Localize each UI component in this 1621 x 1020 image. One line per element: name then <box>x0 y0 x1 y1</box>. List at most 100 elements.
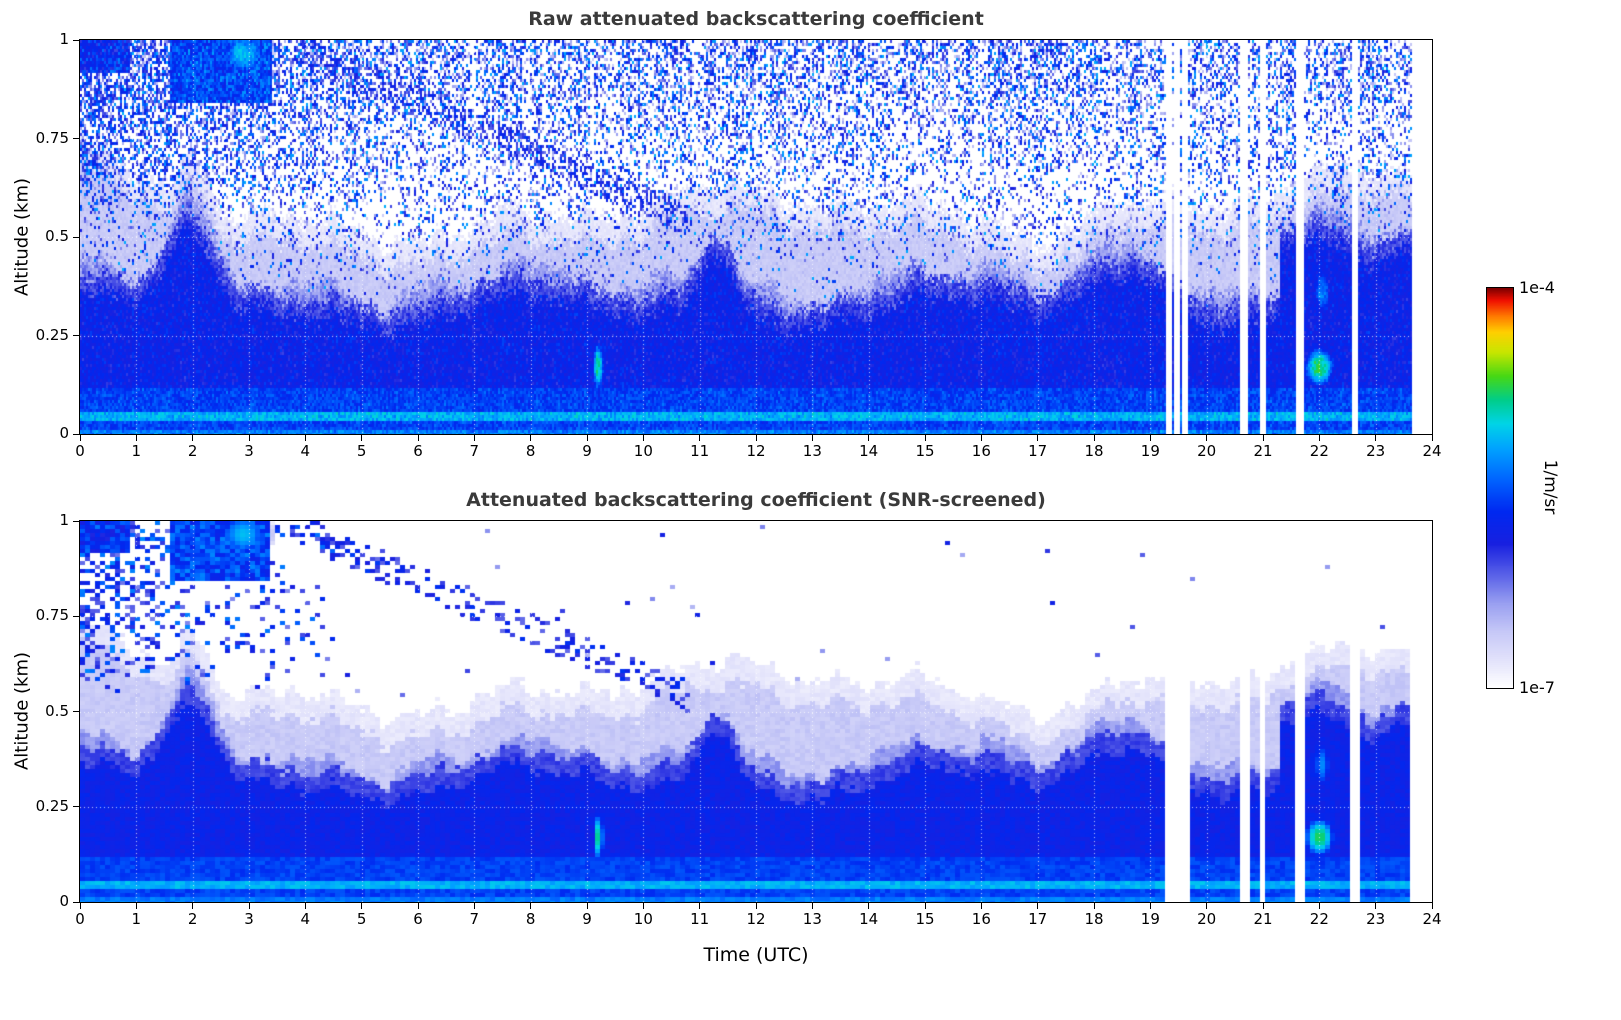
x-tick <box>699 435 701 441</box>
screened-plot-area <box>79 520 1433 903</box>
x-tick <box>586 435 588 441</box>
x-tick <box>1206 903 1208 909</box>
y-tick-label: 0.25 <box>35 796 69 815</box>
x-tick <box>642 903 644 909</box>
x-tick-label: 5 <box>356 442 367 460</box>
x-tick <box>811 903 813 909</box>
y-tick-label: 0.75 <box>35 128 69 147</box>
x-tick <box>417 903 419 909</box>
y-tick <box>73 236 79 238</box>
x-tick-label: 0 <box>75 442 85 460</box>
x-tick-label: 21 <box>1253 910 1273 928</box>
y-tick-label: 0.25 <box>35 325 69 344</box>
x-tick <box>79 435 81 441</box>
raw-plot-area <box>79 39 1433 435</box>
x-tick-label: 2 <box>187 442 198 460</box>
x-tick-label: 11 <box>690 442 710 460</box>
x-tick <box>1262 435 1264 441</box>
x-tick-label: 4 <box>300 442 311 460</box>
x-tick <box>135 903 137 909</box>
x-tick-label: 7 <box>469 910 480 928</box>
raw-plot-title: Raw attenuated backscattering coefficien… <box>528 8 984 30</box>
x-tick <box>586 903 588 909</box>
x-tick-label: 22 <box>1309 442 1329 460</box>
x-tick <box>924 435 926 441</box>
x-tick <box>361 903 363 909</box>
screened-plot-title: Attenuated backscattering coefficient (S… <box>466 489 1046 511</box>
x-tick-label: 19 <box>1140 910 1160 928</box>
x-tick-label: 23 <box>1366 910 1386 928</box>
x-tick-label: 21 <box>1253 442 1273 460</box>
x-tick <box>1375 903 1377 909</box>
y-tick-label: 0 <box>59 892 69 910</box>
x-tick <box>1037 435 1039 441</box>
x-tick-label: 1 <box>131 442 142 460</box>
y-tick-label: 0.5 <box>45 227 69 245</box>
x-tick-label: 4 <box>300 910 311 928</box>
screened-heatmap-canvas <box>80 521 1432 902</box>
y-tick <box>73 520 79 522</box>
x-tick <box>1037 903 1039 909</box>
y-tick <box>73 433 79 435</box>
y-tick <box>73 615 79 617</box>
x-tick-label: 10 <box>633 910 653 928</box>
colorbar-max-label: 1e-4 <box>1519 278 1555 297</box>
y-tick <box>73 901 79 903</box>
x-tick-label: 2 <box>187 910 198 928</box>
x-tick <box>417 435 419 441</box>
y-tick <box>73 335 79 336</box>
x-tick-label: 10 <box>633 442 653 460</box>
x-tick <box>473 903 475 909</box>
x-tick-label: 9 <box>582 442 592 460</box>
x-tick <box>924 903 926 909</box>
x-tick <box>980 903 982 909</box>
y-tick <box>73 138 79 139</box>
x-tick-label: 7 <box>469 442 480 460</box>
y-tick-label: 1 <box>59 511 69 529</box>
x-tick-label: 13 <box>802 442 822 460</box>
y-tick-label: 0 <box>59 424 69 442</box>
x-tick <box>755 435 757 441</box>
y-tick <box>73 806 79 808</box>
x-tick-label: 5 <box>356 910 367 928</box>
x-tick-label: 22 <box>1309 910 1329 928</box>
x-tick-label: 12 <box>746 442 766 460</box>
x-tick <box>79 903 81 909</box>
x-tick-label: 20 <box>1197 442 1217 460</box>
y-tick-label: 1 <box>59 30 69 48</box>
x-tick <box>1149 435 1151 441</box>
x-tick-label: 3 <box>244 910 254 928</box>
y-tick <box>73 711 79 712</box>
x-tick <box>192 903 194 909</box>
x-tick <box>1093 903 1095 909</box>
x-tick <box>811 435 813 441</box>
x-axis-label: Time (UTC) <box>703 944 809 966</box>
raw-heatmap-canvas <box>80 40 1432 434</box>
x-tick <box>530 435 532 441</box>
x-tick <box>248 903 250 909</box>
x-tick <box>1206 435 1208 441</box>
x-tick <box>1431 903 1433 909</box>
x-tick-label: 1 <box>131 910 142 928</box>
x-tick <box>1318 435 1320 441</box>
colorbar <box>1486 287 1514 689</box>
x-tick <box>1318 903 1320 909</box>
x-tick-label: 6 <box>413 442 423 460</box>
x-tick-label: 15 <box>915 442 935 460</box>
x-tick-label: 12 <box>746 910 766 928</box>
x-tick-label: 19 <box>1140 442 1160 460</box>
x-tick-label: 18 <box>1084 910 1104 928</box>
x-tick-label: 15 <box>915 910 935 928</box>
x-tick <box>473 435 475 441</box>
x-tick-label: 17 <box>1028 910 1048 928</box>
x-tick <box>1262 903 1264 909</box>
x-tick-label: 14 <box>859 910 879 928</box>
colorbar-unit-label: 1/m/sr <box>1540 459 1560 515</box>
x-tick <box>1431 435 1433 441</box>
y-tick <box>73 39 79 41</box>
y-tick-label: 0.75 <box>35 606 69 625</box>
x-tick-label: 24 <box>1422 442 1442 460</box>
x-tick <box>980 435 982 441</box>
x-tick <box>755 903 757 909</box>
